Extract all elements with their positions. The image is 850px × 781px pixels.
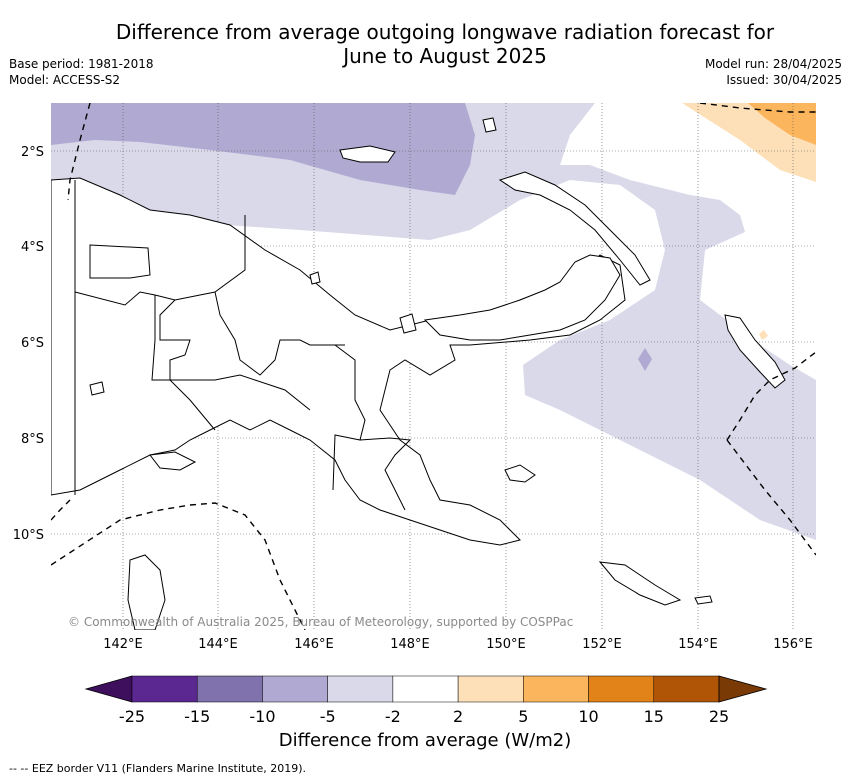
island-group-d-entrecasteaux: [504, 464, 536, 483]
anomaly-diamond: [638, 348, 652, 371]
island-small-1: [482, 117, 497, 133]
colorbar-swatch: [523, 675, 589, 703]
lon-label: 154°E: [678, 637, 718, 652]
colorbar-swatch: [392, 675, 459, 703]
lon-label: 150°E: [486, 637, 526, 652]
colorbar-swatch: [196, 675, 263, 703]
colorbar-tick-label: -5: [320, 707, 336, 726]
lat-label: 8°S: [21, 432, 44, 447]
lat-label: 4°S: [21, 240, 44, 255]
colorbar-tick-label: 15: [644, 707, 664, 726]
title-line-2: June to August 2025: [343, 44, 547, 68]
anomaly-shading: [51, 103, 816, 630]
anomaly-region-purple: [51, 103, 475, 195]
longitude-labels: 142°E 144°E 146°E 148°E 150°E 152°E 154°…: [103, 637, 813, 652]
lat-label: 6°S: [21, 336, 44, 351]
island-small-3: [309, 271, 321, 285]
colorbar-tick-label: -2: [385, 707, 401, 726]
bougainville-island: [724, 314, 786, 389]
issued-date: Issued: 30/04/2025: [726, 73, 842, 87]
new-britain-island: [423, 254, 621, 341]
title-line-1: Difference from average outgoing longwav…: [115, 20, 775, 44]
lat-label: 2°S: [21, 145, 44, 160]
colorbar-tick-label: -15: [184, 707, 210, 726]
island-small-2: [399, 313, 417, 334]
colorbar-swatch: [653, 675, 720, 703]
manus-island: [339, 145, 396, 163]
graticule: [51, 103, 816, 630]
provincial-borders: [74, 180, 412, 511]
colorbar: -25 -15 -10 -5 -2 2 5 10 15 25: [84, 675, 768, 726]
colorbar-swatch: [588, 675, 655, 703]
lon-label: 142°E: [103, 637, 143, 652]
map-title: Difference from average outgoing longwav…: [90, 20, 800, 68]
colorbar-tick-label: -10: [249, 707, 275, 726]
meta-left: Base period: 1981-2018 Model: ACCESS-S2: [9, 56, 154, 88]
colorbar-tick-label: 25: [709, 707, 729, 726]
lon-label: 148°E: [390, 637, 430, 652]
island-small-4: [89, 381, 105, 396]
colorbar-tick-label: 5: [518, 707, 528, 726]
colorbar-title: Difference from average (W/m2): [278, 730, 572, 751]
colorbar-swatch: [262, 675, 328, 703]
new-guinea-island: [51, 177, 626, 546]
lat-label: 10°S: [13, 528, 44, 543]
colorbar-extend-low: [84, 675, 133, 703]
copyright-text: © Commonwealth of Australia 2025, Bureau…: [68, 615, 573, 629]
torres-strait-islands: [149, 451, 197, 471]
lon-label: 146°E: [294, 637, 334, 652]
colorbar-tick-label: 2: [453, 707, 463, 726]
island-rossel: [694, 595, 713, 605]
lon-label: 152°E: [582, 637, 622, 652]
colorbar-swatch: [327, 675, 394, 703]
colorbar-swatch: [457, 675, 524, 703]
eez-legend-text: -- -- EEZ border V11 (Flanders Marine In…: [9, 762, 307, 775]
eez-borders: [51, 103, 816, 630]
colorbar-tick-label: -25: [119, 707, 145, 726]
meta-right: Model run: 28/04/2025 Issued: 30/04/2025: [705, 56, 842, 88]
anomaly-region-light-purple: [51, 103, 816, 540]
cape-york: [127, 554, 166, 630]
colorbar-extend-high: [718, 675, 768, 703]
model-name: Model: ACCESS-S2: [9, 73, 121, 87]
new-ireland-island: [498, 171, 651, 286]
coastlines: [51, 117, 786, 630]
latitude-labels: 2°S 4°S 6°S 8°S 10°S: [13, 145, 44, 543]
colorbar-swatch: [131, 675, 198, 703]
colorbar-tick-label: 10: [578, 707, 598, 726]
base-period: Base period: 1981-2018: [9, 57, 154, 71]
island-group-louisiade: [598, 561, 682, 606]
anomaly-region-orange: [748, 103, 816, 145]
lon-label: 156°E: [773, 637, 813, 652]
model-run: Model run: 28/04/2025: [704, 57, 842, 71]
anomaly-speck-orange: [759, 330, 768, 340]
lon-label: 144°E: [198, 637, 238, 652]
